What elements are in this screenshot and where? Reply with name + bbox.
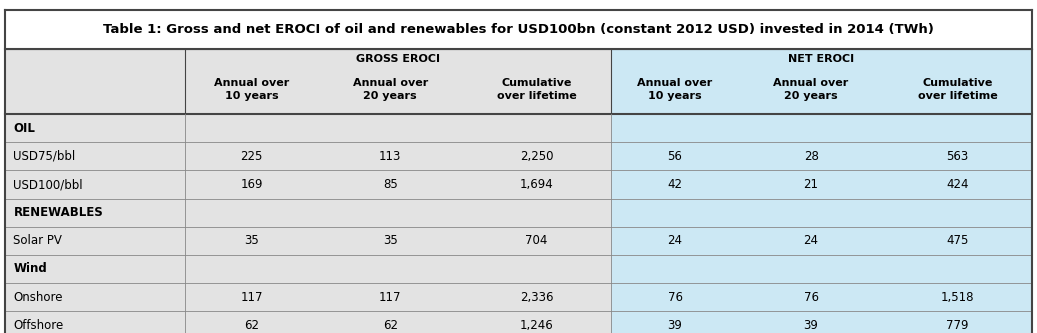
Text: 1,246: 1,246 [520,319,554,332]
Text: Annual over
20 years: Annual over 20 years [353,78,428,101]
Text: 39: 39 [804,319,818,332]
Bar [5,143,185,170]
Bar [185,49,611,114]
Text: Cumulative
over lifetime: Cumulative over lifetime [918,78,998,101]
Text: 475: 475 [946,234,969,247]
Bar [185,143,611,170]
Text: USD100/bbl: USD100/bbl [13,178,83,191]
Text: 117: 117 [241,291,262,304]
Text: Cumulative
over lifetime: Cumulative over lifetime [497,78,577,101]
Bar [185,283,611,311]
Text: Annual over
10 years: Annual over 10 years [638,78,712,101]
Text: 24: 24 [804,234,818,247]
Text: Offshore: Offshore [13,319,63,332]
Text: NET EROCI: NET EROCI [788,54,854,64]
Text: 62: 62 [383,319,397,332]
Text: GROSS EROCI: GROSS EROCI [356,54,440,64]
Bar [5,49,185,114]
Bar [5,283,185,311]
Text: 42: 42 [668,178,682,191]
Bar [611,198,1032,227]
Text: 85: 85 [383,178,397,191]
Bar [185,114,611,143]
Bar [5,10,1032,49]
Bar [5,170,185,198]
Bar [611,227,1032,255]
Text: 21: 21 [804,178,818,191]
Text: 1,694: 1,694 [520,178,554,191]
Text: USD75/bbl: USD75/bbl [13,150,76,163]
Bar [185,198,611,227]
Bar [5,255,185,283]
Text: 113: 113 [379,150,401,163]
Text: RENEWABLES: RENEWABLES [13,206,104,219]
Text: 2,250: 2,250 [520,150,553,163]
Text: 62: 62 [244,319,259,332]
Bar [611,170,1032,198]
Text: Solar PV: Solar PV [13,234,62,247]
Text: 704: 704 [526,234,548,247]
Text: 28: 28 [804,150,818,163]
Text: 35: 35 [383,234,397,247]
Bar [611,49,1032,114]
Text: 39: 39 [668,319,682,332]
Bar [611,311,1032,333]
Text: 35: 35 [244,234,259,247]
Text: Annual over
10 years: Annual over 10 years [214,78,289,101]
Bar [611,255,1032,283]
Text: 563: 563 [946,150,969,163]
Text: 117: 117 [379,291,401,304]
Text: 76: 76 [804,291,818,304]
Text: Onshore: Onshore [13,291,63,304]
Bar [5,311,185,333]
Bar [611,283,1032,311]
Bar [185,170,611,198]
Text: OIL: OIL [13,122,35,135]
Bar [185,311,611,333]
Text: 1,518: 1,518 [941,291,974,304]
Text: 76: 76 [668,291,682,304]
Bar [5,114,185,143]
Text: Table 1: Gross and net EROCI of oil and renewables for USD100bn (constant 2012 U: Table 1: Gross and net EROCI of oil and … [103,23,934,36]
Bar [185,255,611,283]
Text: 24: 24 [668,234,682,247]
Text: 2,336: 2,336 [520,291,553,304]
Text: 169: 169 [241,178,262,191]
Bar [611,143,1032,170]
Text: 424: 424 [946,178,969,191]
Bar [185,227,611,255]
Text: Wind: Wind [13,262,48,275]
Text: Annual over
20 years: Annual over 20 years [774,78,848,101]
Bar [5,227,185,255]
Text: 225: 225 [241,150,262,163]
Bar [5,198,185,227]
Text: 56: 56 [668,150,682,163]
Bar [611,114,1032,143]
Text: 779: 779 [946,319,969,332]
